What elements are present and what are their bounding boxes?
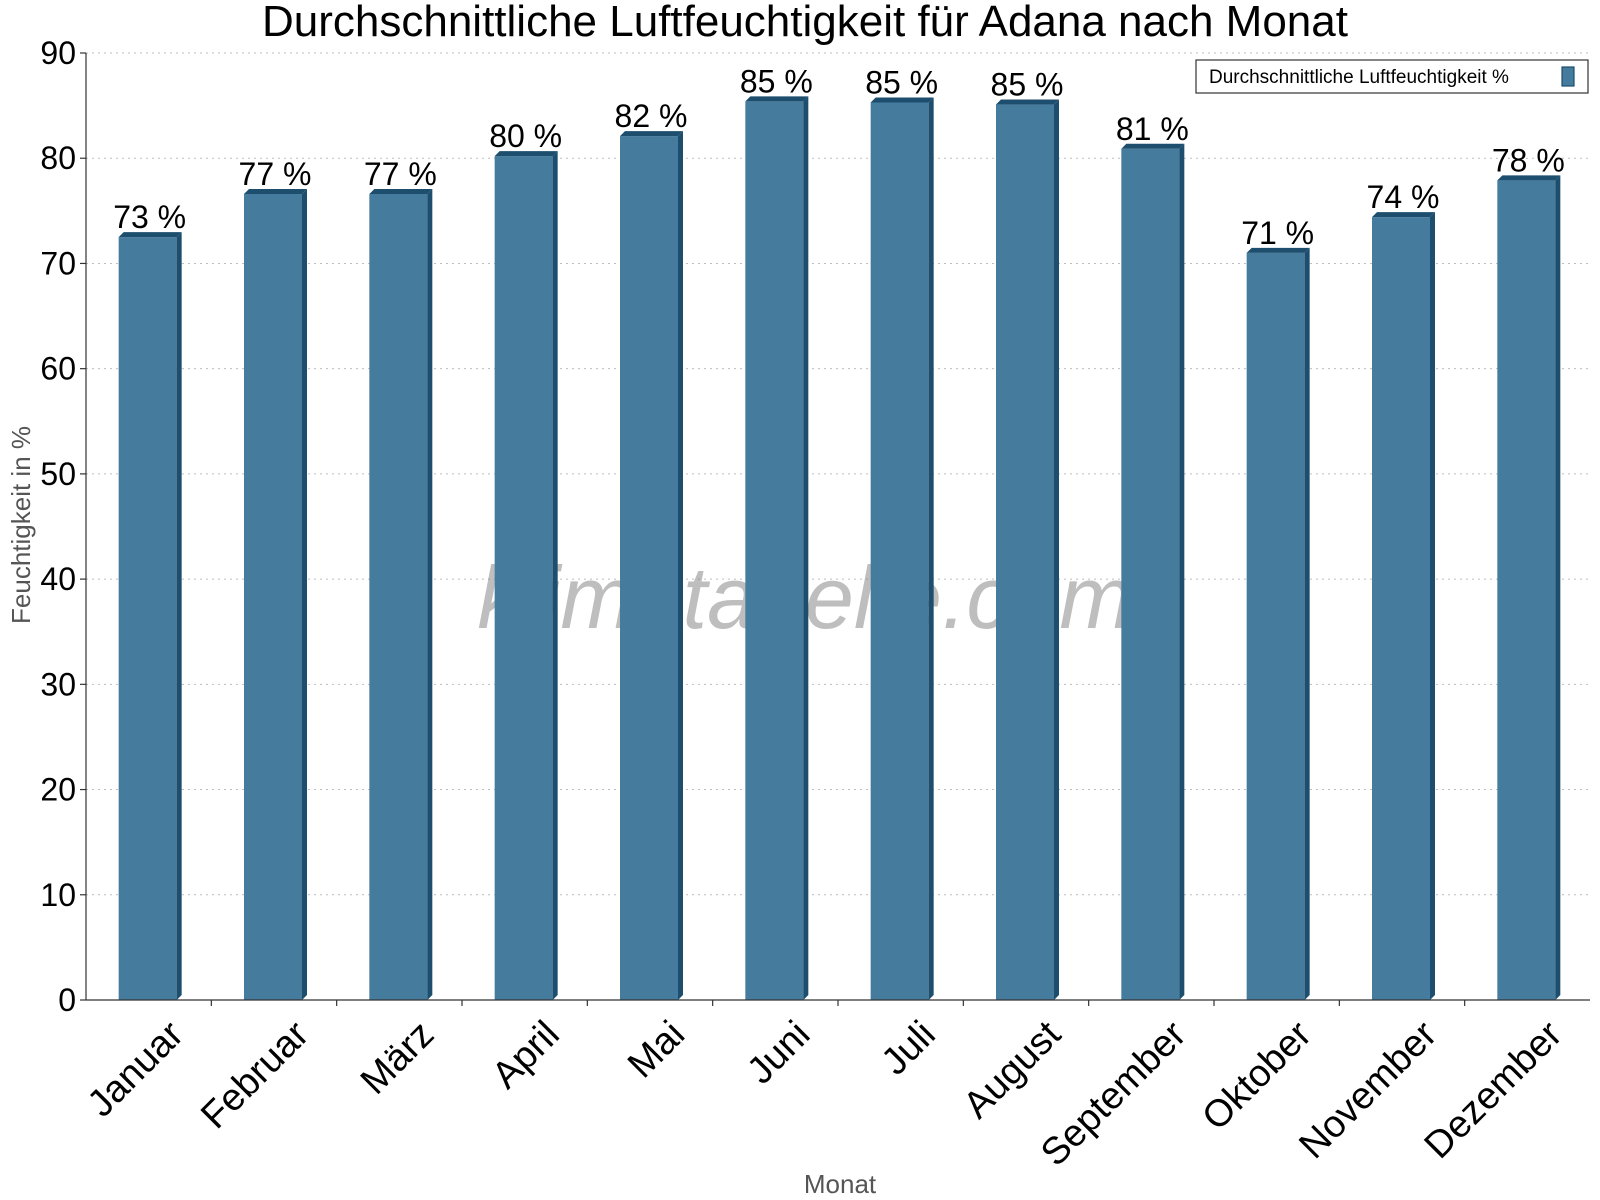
bar-top — [745, 96, 809, 102]
y-tick-label: 10 — [40, 877, 76, 913]
y-tick-label: 60 — [40, 351, 76, 387]
bar-top — [1372, 212, 1435, 218]
x-category-label: Dezember — [1417, 1013, 1571, 1167]
x-category-label: Januar — [80, 1013, 192, 1125]
bar-side — [928, 97, 934, 1000]
bar-side — [678, 131, 683, 1000]
bar-front — [620, 136, 678, 1000]
y-tick-label: 90 — [40, 35, 76, 71]
bar-side — [1304, 247, 1310, 1000]
data-label: 80 % — [489, 118, 562, 154]
y-tick-label: 20 — [40, 772, 76, 808]
bar-top — [1121, 143, 1185, 149]
y-tick-label: 0 — [58, 982, 76, 1018]
bar-top — [1246, 247, 1310, 253]
bar-side — [176, 232, 182, 1000]
bar-top — [620, 131, 683, 137]
y-axis-title: Feuchtigkeit in % — [6, 426, 36, 624]
bar-top — [1497, 175, 1561, 181]
bar-top — [870, 97, 934, 103]
bar-front — [118, 237, 177, 1000]
x-category-label: Oktober — [1194, 1013, 1320, 1139]
bar-front — [1372, 217, 1430, 1000]
bar-side — [1430, 212, 1435, 1000]
data-label: 74 % — [1367, 179, 1440, 215]
data-label: 78 % — [1492, 142, 1565, 178]
data-label: 73 % — [113, 199, 186, 235]
bar-front — [369, 193, 428, 1000]
data-label: 77 % — [364, 156, 437, 192]
y-tick-label: 50 — [40, 456, 76, 492]
x-category-label: Juli — [874, 1013, 944, 1083]
data-label: 77 % — [239, 156, 312, 192]
bar-top — [369, 188, 433, 194]
data-label: 85 % — [865, 64, 938, 100]
legend: Durchschnittliche Luftfeuchtigkeit % — [1195, 59, 1589, 94]
bar-side — [552, 151, 558, 1000]
x-category-label: August — [956, 1013, 1070, 1127]
legend-label: Durchschnittliche Luftfeuchtigkeit % — [1209, 67, 1509, 88]
bar-side — [1179, 143, 1185, 1001]
x-category-label: Mai — [620, 1013, 693, 1086]
bar-side — [803, 96, 809, 1000]
bar-front — [1246, 252, 1305, 1000]
x-axis-title: Monat — [804, 1169, 877, 1199]
y-tick-label: 40 — [40, 561, 76, 597]
bar-front — [996, 104, 1054, 1000]
legend-swatch — [1561, 66, 1575, 87]
bar-front — [244, 193, 302, 1000]
bars-group — [118, 96, 1561, 1001]
bar-top — [118, 232, 182, 238]
data-label: 85 % — [991, 67, 1064, 103]
x-category-label: April — [484, 1013, 567, 1096]
x-category-label: Februar — [193, 1013, 317, 1137]
x-category-label: März — [353, 1013, 442, 1102]
bar-front — [494, 156, 553, 1000]
bar-side — [1555, 175, 1561, 1000]
chart-title: Durchschnittliche Luftfeuchtigkeit für A… — [262, 0, 1348, 46]
bar-top — [244, 188, 307, 194]
data-label: 82 % — [615, 98, 688, 134]
bar-front — [745, 101, 804, 1000]
data-label: 71 % — [1241, 215, 1314, 251]
y-tick-label: 30 — [40, 666, 76, 702]
legend-box — [1195, 59, 1589, 94]
data-label: 81 % — [1116, 111, 1189, 147]
bar-side — [302, 188, 307, 1000]
axes-group — [80, 52, 1590, 1006]
bar-side — [1054, 99, 1059, 1000]
bar-front — [870, 102, 929, 1000]
bar-top — [996, 99, 1059, 105]
bar-top — [494, 151, 558, 157]
y-tick-label: 70 — [40, 245, 76, 281]
bar-side — [427, 188, 433, 1000]
bar-front — [1121, 148, 1180, 1001]
bar-front — [1497, 180, 1556, 1000]
data-label: 85 % — [740, 63, 813, 99]
y-tick-label: 80 — [40, 140, 76, 176]
grid-lines — [86, 52, 1590, 896]
x-category-label: Juni — [739, 1013, 818, 1092]
